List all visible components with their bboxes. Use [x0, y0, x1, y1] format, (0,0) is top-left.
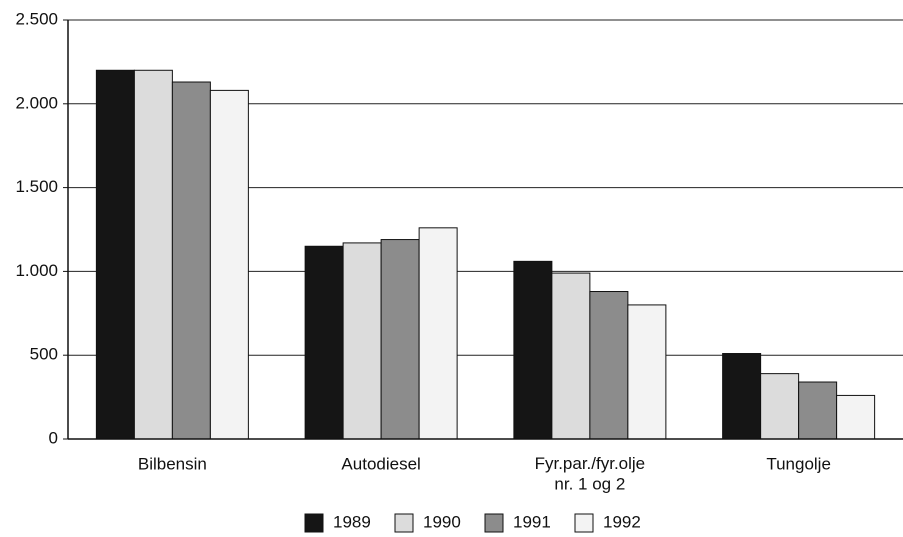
x-tick-label: Autodiesel — [341, 454, 420, 473]
y-tick-label: 1.000 — [15, 261, 58, 280]
y-tick-label: 0 — [49, 428, 58, 447]
legend-label: 1990 — [423, 512, 461, 531]
bar — [627, 304, 667, 440]
x-tick-label: Bilbensin — [138, 454, 207, 473]
x-tick-label: Fyr.par./fyr.olje nr. 1 og 2 — [535, 454, 646, 493]
legend-swatch — [304, 513, 324, 533]
legend-label: 1992 — [603, 512, 641, 531]
legend-swatch — [574, 513, 594, 533]
bar — [513, 260, 553, 440]
legend-swatch — [484, 513, 504, 533]
bar — [171, 81, 211, 440]
y-tick-label: 2.500 — [15, 9, 58, 28]
bar — [589, 291, 629, 440]
bar — [304, 245, 344, 440]
bar — [133, 69, 173, 440]
bar — [380, 239, 420, 440]
bar — [209, 89, 249, 440]
y-tick-label: 500 — [30, 345, 58, 364]
bar — [722, 353, 762, 440]
bar — [836, 394, 876, 440]
y-tick-label: 1.500 — [15, 177, 58, 196]
bar — [551, 272, 591, 440]
bar — [798, 381, 838, 440]
y-tick-label: 2.000 — [15, 93, 58, 112]
legend-label: 1989 — [333, 512, 371, 531]
bar — [418, 227, 458, 440]
bar — [342, 242, 382, 440]
legend-swatch — [394, 513, 414, 533]
bar — [760, 373, 800, 440]
legend-label: 1991 — [513, 512, 551, 531]
x-tick-label: Tungolje — [766, 454, 831, 473]
bar — [95, 69, 135, 440]
